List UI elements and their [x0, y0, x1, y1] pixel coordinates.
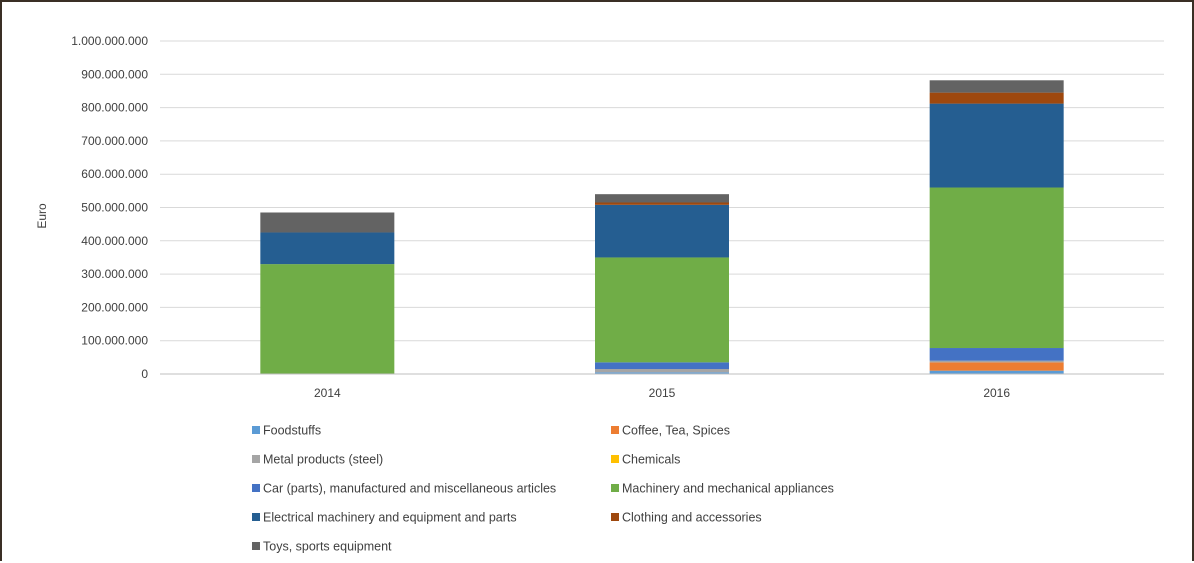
y-tick-label: 400.000.000: [81, 234, 148, 248]
bar-segment: [595, 369, 729, 373]
y-tick-label: 900.000.000: [81, 67, 148, 81]
y-tick-label: 600.000.000: [81, 167, 148, 181]
x-tick-label: 2014: [314, 386, 341, 400]
bar-segment: [929, 370, 1064, 374]
legend-label: Machinery and mechanical appliances: [622, 482, 834, 496]
legend-label: Metal products (steel): [263, 453, 383, 467]
legend-swatch: [252, 513, 260, 521]
bar-segment: [260, 212, 395, 233]
legend-swatch: [252, 484, 260, 492]
legend-swatch: [252, 542, 260, 550]
y-tick-label: 800.000.000: [81, 101, 148, 115]
y-tick-label: 300.000.000: [81, 267, 148, 281]
bar-segment: [929, 103, 1064, 188]
legend-swatch: [611, 426, 619, 434]
bar-segment: [929, 362, 1064, 371]
bar-segment: [595, 202, 729, 205]
bar-segment: [929, 187, 1064, 349]
legend: Foodstuffs Coffee, Tea, Spices Metal produ…: [252, 424, 834, 554]
legend-swatch: [611, 455, 619, 463]
bar-segment: [260, 232, 395, 265]
legend-swatch: [611, 484, 619, 492]
legend-label: Foodstuffs: [263, 424, 321, 438]
bar-segment: [929, 80, 1064, 93]
y-tick-label: 500.000.000: [81, 201, 148, 215]
axes: 0 100.000.000 200.000.000 300.000.000 400.00…: [71, 34, 1164, 400]
legend-swatch: [611, 513, 619, 521]
x-tick-label: 2015: [649, 386, 676, 400]
legend-label: Car (parts), manufactured and miscellane…: [263, 482, 556, 496]
legend-label: Chemicals: [622, 453, 680, 467]
y-tick-label: 200.000.000: [81, 300, 148, 314]
bar-segment: [929, 348, 1064, 361]
y-tick-label: 700.000.000: [81, 134, 148, 148]
legend-label: Electrical machinery and equipment and p…: [263, 511, 517, 525]
y-axis-title: Euro: [35, 203, 49, 229]
legend-label: Coffee, Tea, Spices: [622, 424, 730, 438]
bar-segment: [929, 92, 1064, 104]
legend-swatch: [252, 455, 260, 463]
bar-segment: [260, 264, 395, 374]
legend-label: Toys, sports equipment: [263, 540, 392, 554]
legend-swatch: [252, 426, 260, 434]
bar-segment: [595, 372, 729, 374]
y-tick-label: 100.000.000: [81, 334, 148, 348]
y-tick-label: 1.000.000.000: [71, 34, 148, 48]
y-tick-label: 0: [141, 367, 148, 381]
bar-segment: [595, 194, 729, 203]
bar-segment: [929, 360, 1064, 363]
bar-segment: [595, 257, 729, 363]
x-tick-label: 2016: [983, 386, 1010, 400]
legend-label: Clothing and accessories: [622, 511, 762, 525]
bars: [260, 80, 1064, 374]
bar-segment: [595, 204, 729, 258]
bar-segment: [595, 362, 729, 370]
